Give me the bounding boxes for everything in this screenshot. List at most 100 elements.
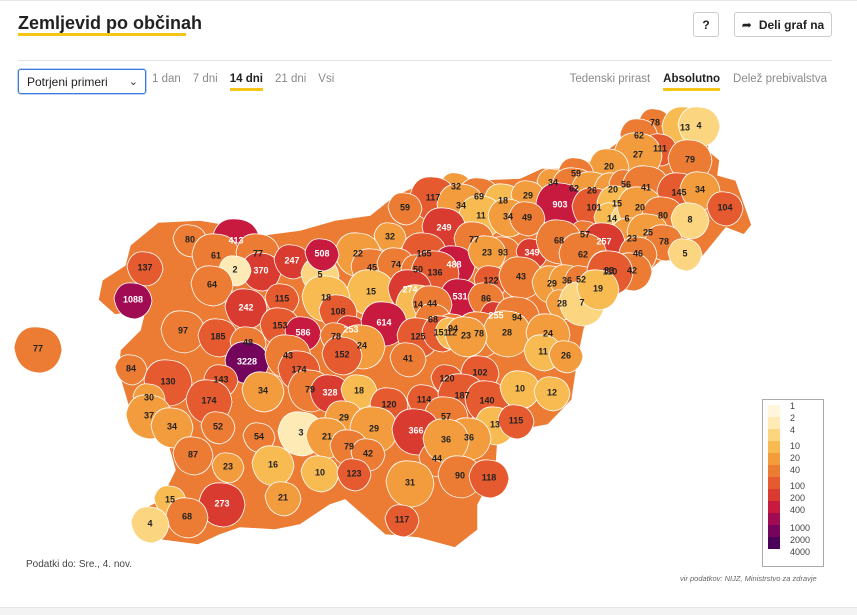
municipality-region[interactable]: [444, 316, 488, 358]
municipality-value-label: 34: [548, 177, 558, 187]
municipality-region[interactable]: [241, 371, 285, 413]
municipality-region[interactable]: [706, 191, 744, 227]
tab-range-1-dan[interactable]: 1 dan: [152, 73, 181, 85]
tab-range-vsi[interactable]: Vsi: [318, 73, 335, 85]
municipality-value-label: 43: [516, 271, 526, 281]
municipality-region[interactable]: [670, 202, 710, 240]
legend-swatch: [768, 477, 780, 489]
municipality-value-label: 20: [608, 184, 618, 194]
municipality-region[interactable]: [387, 192, 423, 226]
municipality-value-label: 22: [353, 248, 363, 258]
municipality-region[interactable]: [667, 238, 703, 272]
municipality-value-label: 274: [402, 284, 417, 294]
municipality-value-label: 101: [586, 202, 601, 212]
municipality-value-label: 68: [428, 314, 438, 324]
municipality-value-label: 125: [410, 331, 425, 341]
municipality-region[interactable]: [251, 445, 295, 487]
legend-swatch: [768, 453, 780, 465]
municipality-value-label: 174: [201, 395, 216, 405]
legend-swatch: [768, 537, 780, 549]
municipality-value-label: 54: [254, 431, 264, 441]
municipality-value-label: 33: [604, 265, 614, 275]
legend-label: 20: [790, 453, 801, 463]
municipality-value-label: 43: [283, 350, 293, 360]
legend-label: 1000: [790, 523, 811, 533]
municipality-region[interactable]: [211, 452, 245, 484]
share-button[interactable]: ➦ Deli graf na: [734, 12, 832, 37]
help-button[interactable]: ?: [693, 12, 719, 37]
municipality-region[interactable]: [200, 411, 236, 445]
municipality-region[interactable]: [336, 458, 372, 492]
municipality-region[interactable]: [422, 418, 470, 464]
municipality-value-label: 80: [185, 234, 195, 244]
tab-metric-delez-prebivalstva[interactable]: Delež prebivalstva: [733, 73, 827, 85]
municipality-value-label: 165: [416, 248, 431, 258]
legend-label: 200: [790, 493, 806, 503]
municipality-region[interactable]: [384, 504, 420, 538]
municipality-region[interactable]: [198, 482, 246, 528]
tab-range-7-dni[interactable]: 7 dni: [192, 73, 218, 85]
municipality-value-label: 59: [571, 168, 581, 178]
case-type-select[interactable]: Potrjeni primeri ⌄: [18, 69, 146, 94]
tab-metric-tedenski-prirast[interactable]: Tedenski prirast: [569, 73, 651, 85]
municipality-region[interactable]: [113, 282, 153, 320]
municipality-region[interactable]: [385, 460, 435, 508]
tab-range-14-dni[interactable]: 14 dni: [229, 73, 264, 91]
municipality-value-label: 117: [395, 514, 410, 524]
municipality-region[interactable]: [172, 436, 214, 476]
municipality-region[interactable]: [130, 506, 170, 544]
legend-label: 40: [790, 465, 801, 475]
legend-label: 2000: [790, 535, 811, 545]
municipality-value-label: 508: [314, 248, 329, 258]
municipality-region[interactable]: [497, 404, 535, 440]
municipality-value-label: 23: [482, 247, 492, 257]
municipality-region[interactable]: [165, 497, 209, 539]
municipality-value-label: 30: [144, 392, 154, 402]
municipality-region[interactable]: [190, 265, 234, 307]
municipality-value-label: 123: [346, 468, 361, 478]
municipality-value-label: 614: [376, 317, 391, 327]
municipality-value-label: 79: [305, 384, 315, 394]
municipality-value-label: 32: [451, 181, 461, 191]
municipality-region[interactable]: [304, 238, 340, 272]
municipality-value-label: 2: [232, 264, 237, 274]
municipality-region[interactable]: [508, 201, 546, 237]
municipality-region[interactable]: [264, 481, 302, 517]
municipality-value-label: 19: [593, 283, 603, 293]
municipality-region[interactable]: [468, 459, 510, 499]
municipality-value-label: 79: [344, 441, 354, 451]
municipality-value-label: 257: [596, 236, 611, 246]
municipality-value-label: 84: [126, 363, 136, 373]
municipality-value-label: 29: [523, 190, 533, 200]
municipality-region[interactable]: [224, 288, 268, 330]
municipality-region[interactable]: [389, 342, 427, 378]
municipality-value-label: 44: [432, 453, 442, 463]
municipality-value-label: 10: [315, 467, 325, 477]
municipality-region[interactable]: [13, 326, 63, 374]
tab-range-21-dni[interactable]: 21 dni: [274, 73, 307, 85]
municipality-value-label: 78: [659, 236, 669, 246]
municipality-region[interactable]: [548, 340, 584, 374]
municipality-value-label: 14: [413, 299, 423, 309]
municipality-region[interactable]: [321, 336, 363, 376]
municipality-value-label: 531: [452, 291, 467, 301]
municipality-value-label: 52: [576, 274, 586, 284]
municipality-value-label: 185: [210, 331, 225, 341]
municipality-value-label: 37: [144, 410, 154, 420]
tab-metric-absolutno[interactable]: Absolutno: [663, 73, 721, 91]
municipality-region[interactable]: [242, 422, 276, 454]
municipality-value-label: 34: [167, 421, 177, 431]
municipality-region[interactable]: [533, 376, 571, 412]
municipality-value-label: 57: [441, 411, 451, 421]
legend-color-scale: [768, 405, 780, 561]
municipality-value-label: 74: [391, 259, 401, 269]
municipality-value-label: 62: [569, 183, 579, 193]
municipality-value-label: 14: [607, 213, 617, 223]
municipality-region[interactable]: [576, 269, 620, 311]
municipality-value-label: 151: [433, 327, 448, 337]
municipality-value-label: 41: [641, 182, 651, 192]
municipality-value-label: 108: [330, 306, 345, 316]
municipality-value-label: 110: [603, 266, 618, 276]
